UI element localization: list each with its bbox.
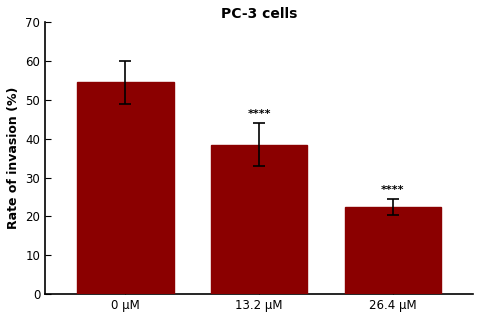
Bar xyxy=(345,207,441,294)
Text: ****: **** xyxy=(381,185,405,195)
Title: PC-3 cells: PC-3 cells xyxy=(221,7,297,21)
Text: ****: **** xyxy=(247,109,271,119)
Bar xyxy=(211,145,307,294)
Y-axis label: Rate of invasion (%): Rate of invasion (%) xyxy=(7,87,20,229)
Bar xyxy=(77,82,174,294)
